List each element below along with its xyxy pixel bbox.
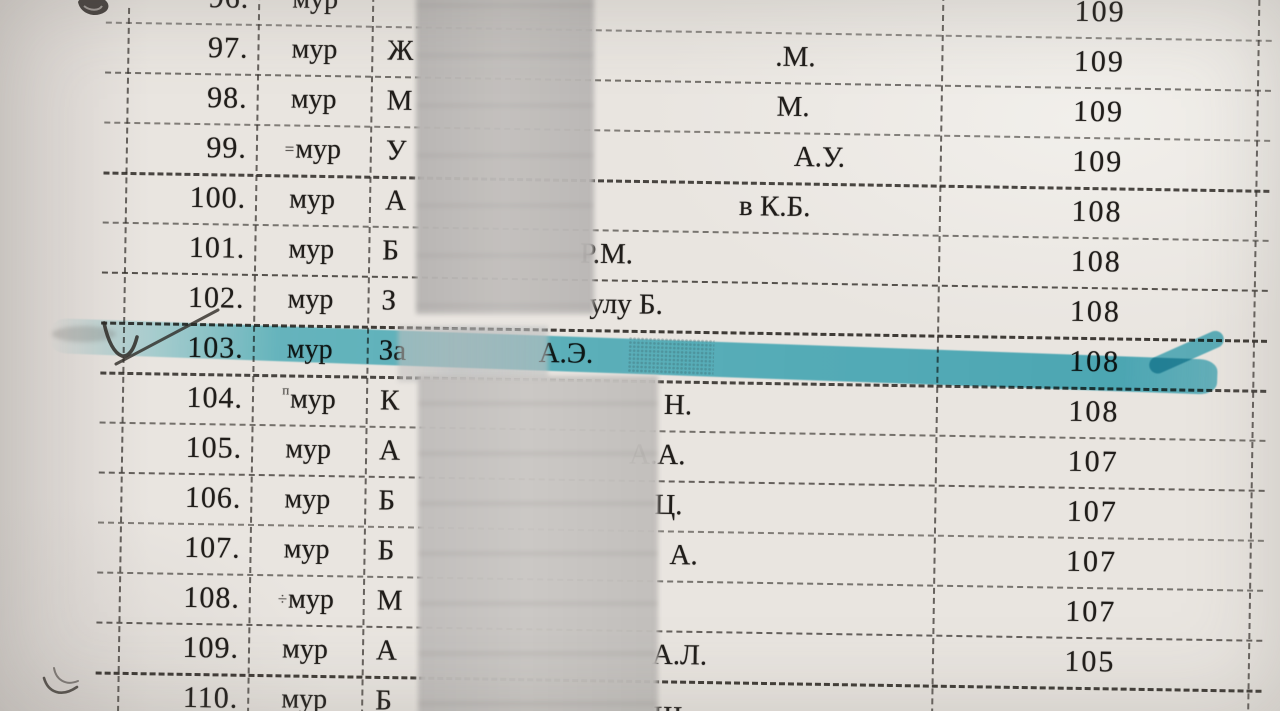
name-initials-fragment: в К.Б. <box>738 190 811 224</box>
category-cell: п мур <box>252 374 367 426</box>
stray-mark: = <box>284 139 295 159</box>
name-start-fragment: М <box>376 584 403 617</box>
score-cell: 108 <box>1071 194 1123 229</box>
row-number: 110. <box>182 680 239 711</box>
score-cell: 107 <box>1067 444 1119 479</box>
row-number: 109. <box>182 630 240 665</box>
row-number: 107. <box>183 530 241 565</box>
category-label: мур <box>291 33 338 66</box>
name-initials-fragment: А.У. <box>793 140 846 174</box>
name-initials-fragment: Ц. <box>654 488 683 522</box>
name-start-fragment: А <box>378 434 401 467</box>
score-cell: 107 <box>1065 544 1118 579</box>
category-cell: мур <box>254 224 369 276</box>
row-number: 108. <box>183 580 241 615</box>
name-start-fragment: М <box>386 84 413 117</box>
category-cell: = мур <box>256 124 371 176</box>
redaction-blur-row-103 <box>398 326 548 382</box>
score-cell: 108 <box>1070 244 1122 279</box>
row-number: 106. <box>184 480 242 515</box>
name-start-fragment: Б <box>377 534 395 567</box>
category-label: мур <box>281 633 329 666</box>
score-cell: 105 <box>1064 644 1116 679</box>
category-cell: мур <box>250 474 365 526</box>
category-cell: ÷ мур <box>248 574 363 626</box>
category-label: мур <box>284 483 331 516</box>
name-start-fragment: У <box>385 134 407 167</box>
name-initials-fragment: .М. <box>775 40 816 74</box>
category-label: мур <box>288 233 335 266</box>
row-number: 102. <box>187 280 245 315</box>
name-initials-fragment: Н. <box>663 388 693 422</box>
name-start-fragment: К <box>379 384 400 417</box>
category-cell: мур <box>255 174 370 226</box>
score-cell: 109 <box>1072 94 1125 129</box>
score-cell: 109 <box>1072 144 1124 179</box>
row-number: 96. <box>128 0 259 24</box>
name-start-fragment: А <box>384 184 407 217</box>
category-label: мур <box>290 83 337 116</box>
category-label: мур <box>292 0 338 16</box>
row-number: 97. <box>207 31 249 65</box>
highlighter-grain-texture <box>627 336 715 376</box>
name-initials-fragment: А.Л. <box>651 638 708 672</box>
category-cell: мур <box>258 0 373 26</box>
redaction-blur-top <box>416 0 594 314</box>
name-start-fragment: А <box>375 634 398 667</box>
category-label: мур <box>289 383 337 416</box>
score-cell: 107 <box>1064 594 1117 629</box>
name-start-fragment: Б <box>378 484 396 517</box>
name-start-fragment: З <box>381 284 397 317</box>
row-number: 100. <box>189 180 247 215</box>
category-cell: мур <box>248 624 363 676</box>
category-cell: мур <box>253 274 368 326</box>
score-cell: 109 <box>1074 0 1126 29</box>
category-label: мур <box>281 683 328 711</box>
category-label: мур <box>289 183 336 216</box>
name-start-fragment: Б <box>382 234 400 267</box>
score-cell: 108 <box>1069 294 1122 329</box>
pencil-smudge <box>52 326 116 342</box>
row-number: 105. <box>185 430 243 465</box>
row-number: 104. <box>186 380 244 415</box>
name-start-fragment: Ж <box>387 34 414 67</box>
category-label: мур <box>283 533 330 566</box>
category-label: мур <box>285 433 332 466</box>
category-label: мур <box>287 283 334 316</box>
score-cell <box>931 685 1248 711</box>
stray-mark: ÷ <box>277 589 288 609</box>
category-cell: мур <box>251 424 366 476</box>
row-number: 99. <box>206 131 248 165</box>
category-cell: мур <box>249 524 364 576</box>
category-label: мур <box>295 133 342 166</box>
score-cell: 107 <box>1066 494 1119 529</box>
name-initials-fragment: А. <box>669 538 699 572</box>
score-cell: 109 <box>1073 44 1126 79</box>
name-start-fragment: Б <box>374 684 393 711</box>
category-cell: мур <box>256 74 371 126</box>
row-number: 98. <box>206 81 248 115</box>
name-initials-fragment: М. <box>776 90 810 124</box>
name-initials-fragment: улу Б. <box>589 287 664 321</box>
category-cell: мур <box>257 24 372 76</box>
redaction-blur-bottom <box>418 376 658 711</box>
category-label: мур <box>287 583 335 616</box>
row-number: 101. <box>188 230 246 265</box>
category-cell: мур <box>247 674 362 711</box>
stray-mark: п <box>282 382 290 398</box>
